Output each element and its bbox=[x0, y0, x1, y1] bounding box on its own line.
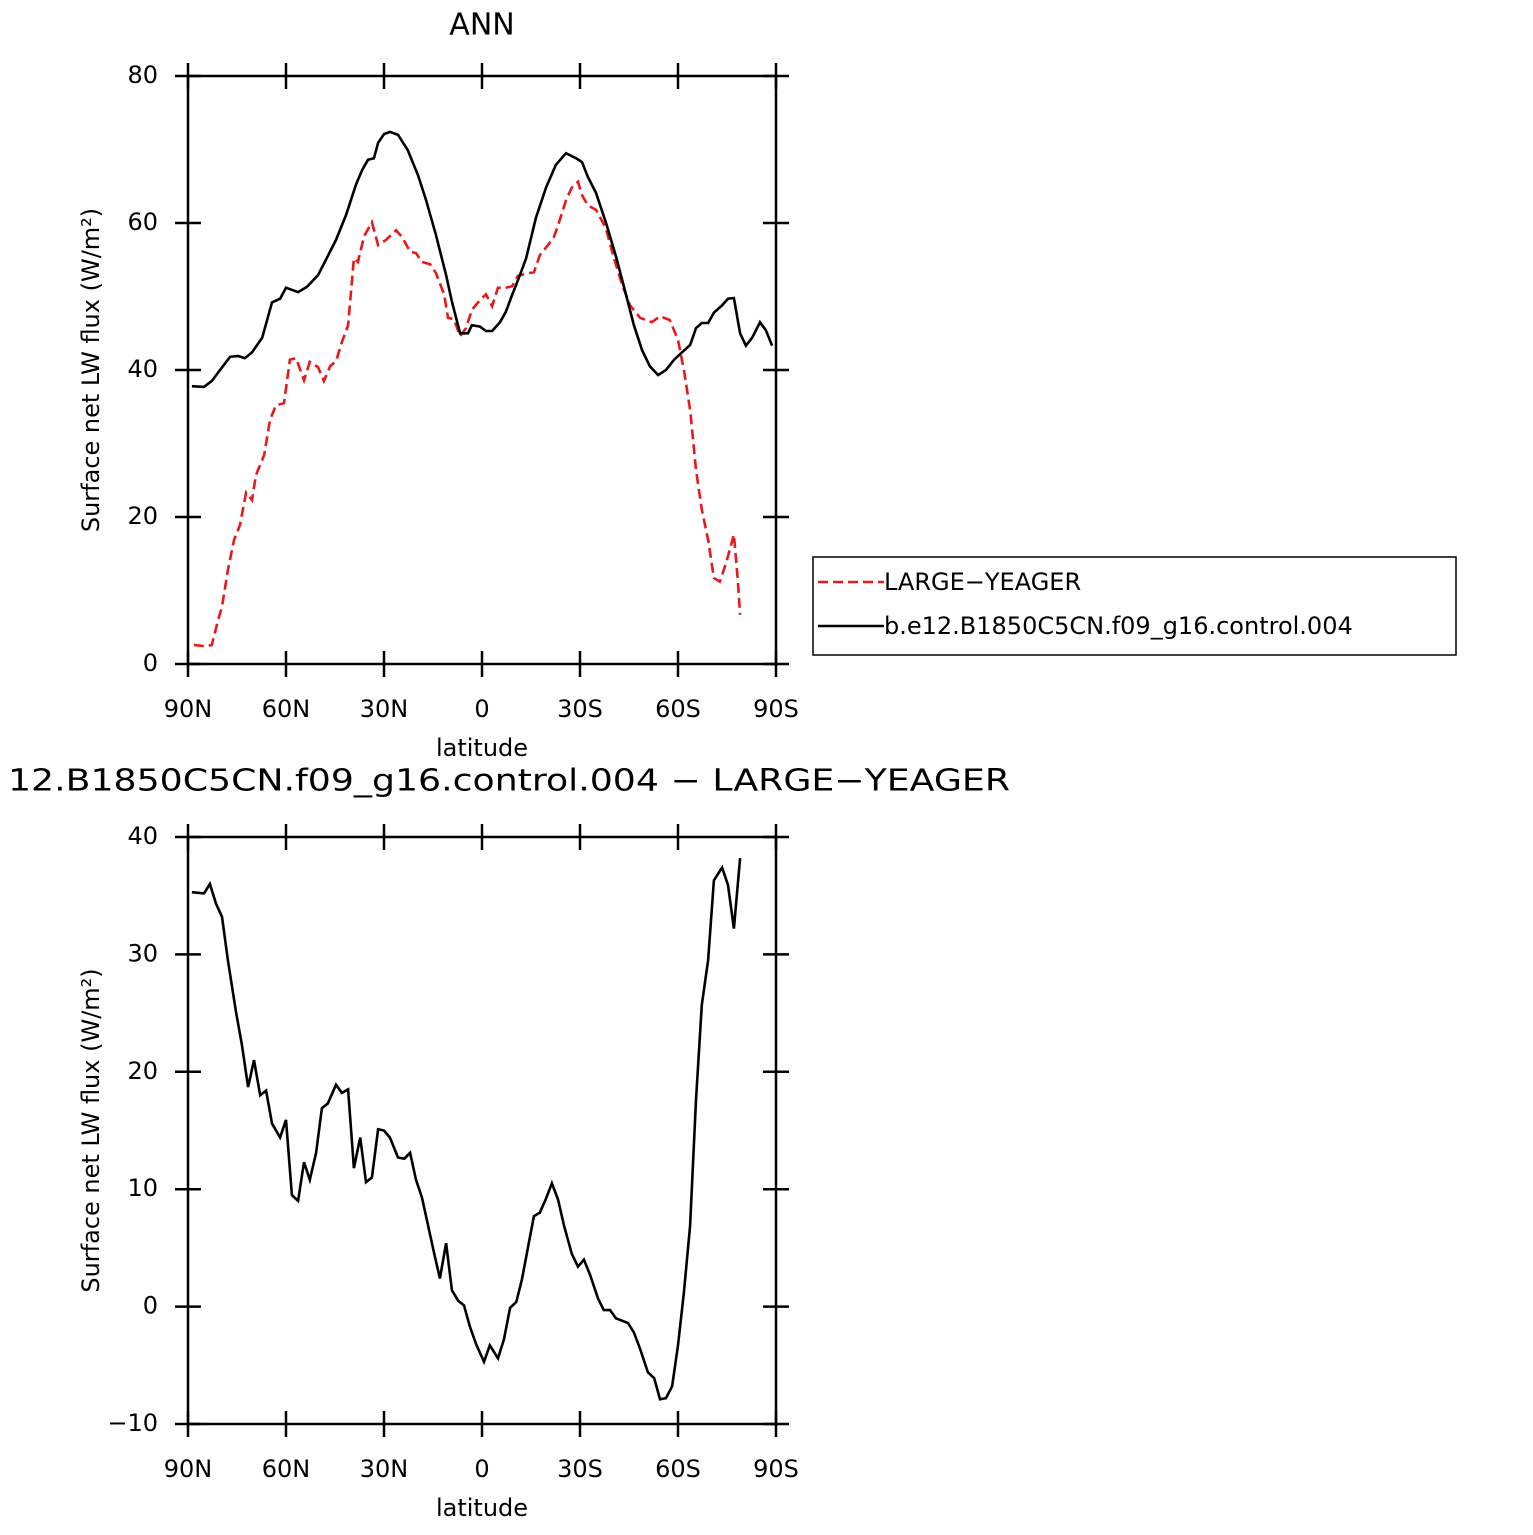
x-tick-label: 30S bbox=[557, 1455, 603, 1483]
chart-title: ANN bbox=[449, 8, 514, 43]
y-axis-label: Surface net LW flux (W/m²) bbox=[77, 968, 105, 1292]
data-line bbox=[193, 179, 742, 648]
y-tick-label: 20 bbox=[127, 1057, 158, 1085]
x-tick-label: 90S bbox=[753, 695, 799, 723]
x-tick-label: 90N bbox=[164, 695, 213, 723]
x-tick-label: 60S bbox=[655, 695, 701, 723]
chart-title: 12.B1850C5CN.f09_g16.control.004 − LARGE… bbox=[8, 764, 1010, 799]
x-axis-label: latitude bbox=[436, 1494, 528, 1522]
y-axis-label: Surface net LW flux (W/m²) bbox=[77, 208, 105, 532]
y-tick-label: −10 bbox=[107, 1409, 158, 1437]
y-tick-label: 20 bbox=[127, 502, 158, 530]
x-tick-label: 30S bbox=[557, 695, 603, 723]
y-tick-label: 0 bbox=[143, 1292, 158, 1320]
legend-box bbox=[812, 556, 1457, 656]
plot-frame bbox=[186, 74, 778, 666]
x-tick-label: 30N bbox=[360, 695, 409, 723]
x-tick-label: 60S bbox=[655, 1455, 701, 1483]
x-tick-label: 90N bbox=[164, 1455, 213, 1483]
y-tick-label: 0 bbox=[143, 649, 158, 677]
legend-label: LARGE−YEAGER bbox=[884, 568, 1081, 596]
y-tick-label: 40 bbox=[127, 355, 158, 383]
data-line bbox=[191, 857, 742, 1401]
x-tick-label: 0 bbox=[474, 1455, 489, 1483]
y-tick-label: 60 bbox=[127, 208, 158, 236]
y-tick-label: 40 bbox=[127, 822, 158, 850]
y-tick-label: 80 bbox=[127, 61, 158, 89]
x-tick-label: 90S bbox=[753, 1455, 799, 1483]
x-tick-label: 60N bbox=[262, 695, 311, 723]
y-tick-label: 30 bbox=[127, 939, 158, 967]
data-line bbox=[191, 130, 774, 389]
x-tick-label: 60N bbox=[262, 1455, 311, 1483]
y-tick-label: 10 bbox=[127, 1174, 158, 1202]
x-tick-label: 30N bbox=[360, 1455, 409, 1483]
legend-label: b.e12.B1850C5CN.f09_g16.control.004 bbox=[884, 612, 1353, 640]
x-axis-label: latitude bbox=[436, 734, 528, 762]
x-tick-label: 0 bbox=[474, 695, 489, 723]
